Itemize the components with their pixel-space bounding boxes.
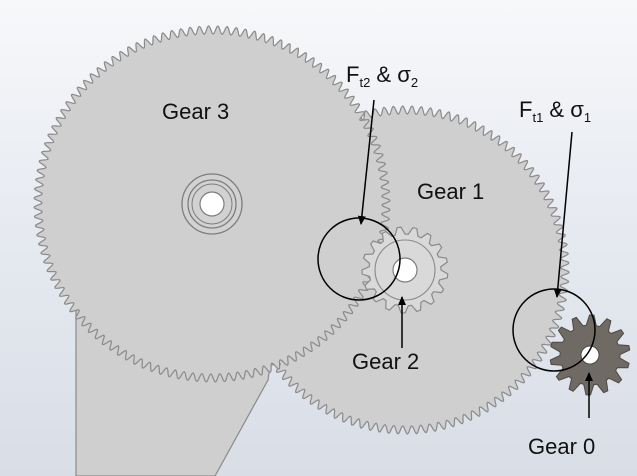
sigma-symbol: σ: [570, 97, 584, 122]
gear2-label: Gear 2: [352, 349, 420, 374]
arrow-force1: [553, 131, 573, 298]
ampersand: &: [376, 62, 392, 87]
sigma-symbol: σ: [397, 62, 411, 87]
gear0-bore: [580, 345, 600, 365]
ampersand: &: [549, 97, 565, 122]
gear3-label: Gear 3: [162, 99, 230, 124]
sigma-subscript: 2: [410, 75, 419, 90]
force-stress-label-2: Ft2 & σ2: [346, 62, 419, 90]
gear2-bore: [392, 257, 418, 283]
force-stress-label-1: Ft1 & σ1: [519, 97, 592, 125]
gear0-label: Gear 0: [528, 434, 596, 459]
force-symbol: F: [519, 97, 533, 122]
sigma-subscript: 1: [583, 110, 592, 125]
force-subscript: t2: [359, 75, 371, 90]
gear3-hub: [181, 173, 243, 235]
arrow-force2: [357, 99, 375, 225]
force-subscript: t1: [532, 110, 544, 125]
gear1-label: Gear 1: [417, 179, 485, 204]
force-symbol: F: [346, 62, 360, 87]
